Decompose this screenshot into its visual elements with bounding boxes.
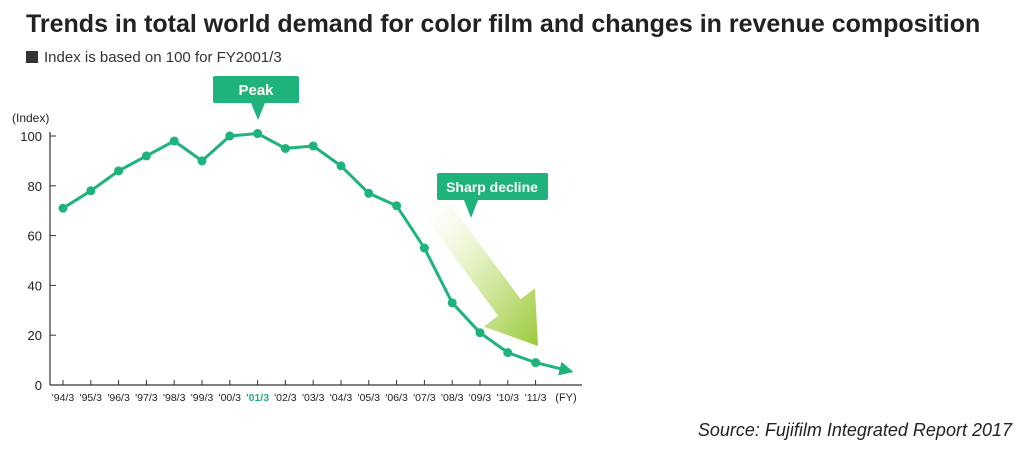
chart-title: Trends in total world demand for color f… — [26, 10, 981, 38]
y-tick-label: 20 — [28, 328, 42, 343]
x-tick-label: '96/3 — [107, 392, 130, 404]
y-tick-label: 80 — [28, 179, 42, 194]
x-tick-label: '07/3 — [413, 392, 436, 404]
data-point — [58, 203, 68, 213]
data-point — [475, 328, 485, 338]
x-tick-label: '02/3 — [274, 392, 297, 404]
y-tick-label: 100 — [20, 129, 42, 144]
x-tick-label: '08/3 — [441, 392, 464, 404]
data-point — [141, 151, 151, 161]
y-tick-label: 60 — [28, 229, 42, 244]
x-tick-label: '00/3 — [219, 392, 242, 404]
x-tick-label: '94/3 — [52, 392, 75, 404]
data-point — [447, 298, 457, 308]
y-tick-label: 40 — [28, 278, 42, 293]
y-tick-label: 0 — [35, 378, 42, 393]
chart-subtitle: Index is based on 100 for FY2001/3 — [26, 49, 282, 66]
x-tick-label: '03/3 — [302, 392, 325, 404]
decline-callout-label: Sharp decline — [446, 179, 538, 195]
x-tick-label: '99/3 — [191, 392, 214, 404]
legend-square-icon — [26, 51, 38, 63]
decline-callout-box — [437, 173, 548, 200]
decline-callout-pointer — [464, 200, 478, 218]
x-tick-label: '05/3 — [358, 392, 381, 404]
x-tick-label: '04/3 — [330, 392, 353, 404]
data-point — [336, 161, 346, 171]
data-point — [253, 129, 263, 139]
data-point — [503, 348, 513, 358]
x-axis-label: (FY) — [555, 392, 576, 404]
x-tick-label: '98/3 — [163, 392, 186, 404]
peak-callout-label: Peak — [238, 82, 274, 99]
data-point — [114, 166, 124, 176]
x-tick-label: '01/3 — [246, 392, 269, 404]
data-point — [419, 243, 429, 253]
data-point — [169, 136, 179, 146]
x-tick-label: '11/3 — [525, 392, 547, 404]
series-line — [62, 132, 566, 372]
x-tick-label: '95/3 — [80, 392, 103, 404]
data-point — [308, 141, 318, 151]
x-tick-label: '09/3 — [469, 392, 492, 404]
data-point — [531, 358, 541, 368]
y-axis-label: (Index) — [12, 111, 49, 125]
x-tick-label: '10/3 — [497, 392, 520, 404]
data-point — [197, 156, 207, 166]
source-note: Source: Fujifilm Integrated Report 2017 — [697, 420, 1012, 440]
line-end-arrowhead — [558, 361, 574, 376]
peak-callout-pointer — [251, 103, 265, 120]
decline-arrow — [416, 189, 538, 346]
data-point — [364, 188, 374, 198]
peak-callout-box — [213, 76, 299, 103]
x-tick-label: '97/3 — [135, 392, 158, 404]
x-tick-label: '06/3 — [385, 392, 408, 404]
data-point — [86, 186, 96, 196]
data-point — [225, 131, 235, 141]
data-point — [280, 143, 290, 153]
data-point — [392, 201, 402, 211]
subtitle-text: Index is based on 100 for FY2001/3 — [44, 49, 282, 66]
